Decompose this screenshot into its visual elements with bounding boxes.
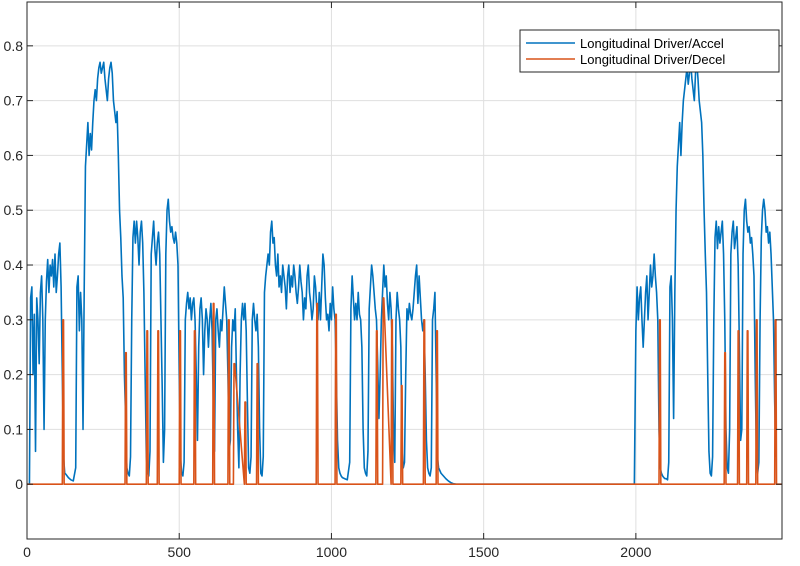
y-tick-label: 0.1	[4, 421, 24, 437]
y-tick-label: 0.8	[4, 38, 24, 54]
legend-box	[519, 29, 780, 73]
x-tick-label: 500	[168, 544, 192, 560]
x-tick-label: 1500	[468, 544, 499, 560]
legend-label: Longitudinal Driver/Accel	[580, 36, 724, 51]
y-tick-label: 0.3	[4, 312, 24, 328]
grid-lines	[26, 2, 782, 539]
y-tick-label: 0.5	[4, 202, 24, 218]
legend-label: Longitudinal Driver/Decel	[580, 52, 725, 67]
x-tick-label: 1000	[316, 544, 347, 560]
series-layer	[27, 61, 782, 486]
y-tick-label: 0.4	[4, 257, 24, 273]
y-tick-label: 0.6	[4, 147, 24, 163]
y-tick-label: 0	[15, 476, 23, 492]
axes-box	[26, 1, 783, 540]
axis-ticks: 0 500 1000 1500 2000 0 0.1 0.2 0.3 0.4 0.5 0.6 0.7 0.…	[4, 2, 782, 560]
x-tick-label: 0	[23, 544, 31, 560]
y-tick-label: 0.7	[4, 93, 24, 109]
series-line-2	[27, 297, 782, 486]
y-tick-label: 0.2	[4, 367, 24, 383]
x-tick-label: 2000	[620, 544, 651, 560]
